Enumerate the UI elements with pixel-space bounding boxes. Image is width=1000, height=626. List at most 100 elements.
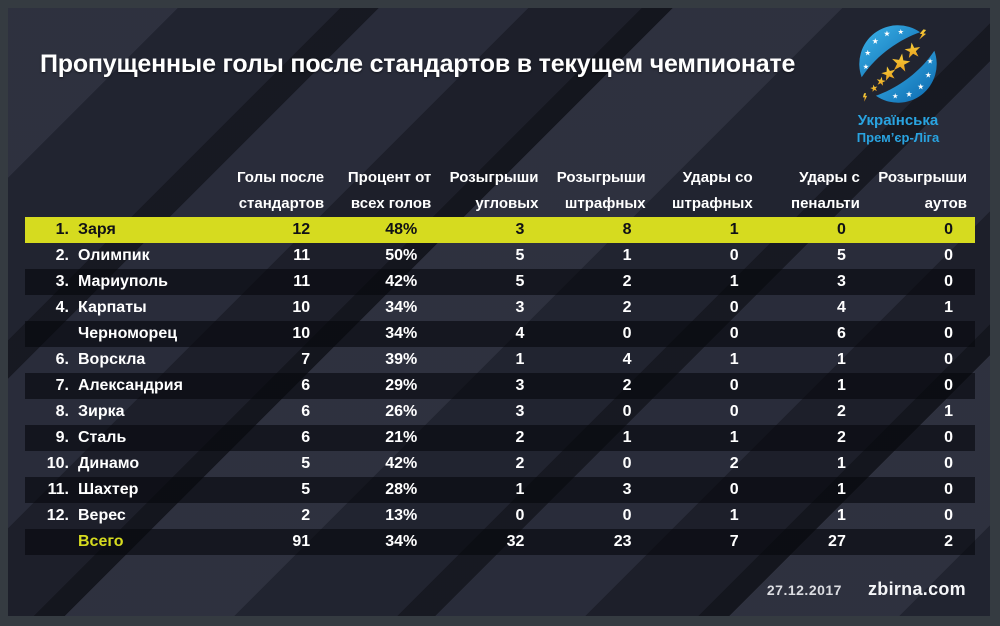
stat-value: 2 [622,273,632,290]
stat-value: 1 [729,429,739,446]
stat-value: 2 [836,429,846,446]
team-rank: 8. [55,403,69,420]
team-name: Ворскла [78,351,146,368]
team-rank: 2. [55,247,69,264]
stat-value: 3 [515,403,525,420]
stat-value: 21% [385,429,418,446]
column-header-line: штрафных [672,195,753,212]
stat-value: 10 [292,299,311,316]
table-row: 1. Заря 12 48% 3 8 1 0 0 [25,217,975,243]
stat-value: 3 [515,299,525,316]
stat-value: 7 [729,533,739,550]
team-cell: 12. Верес [25,503,225,529]
stat-value: 7 [301,351,311,368]
stat-value: 1 [836,377,846,394]
stat-value: 34% [385,533,418,550]
stat-value: 1 [729,351,739,368]
stat-value: 1 [622,247,632,264]
stat-value: 34% [385,325,418,342]
column-header: Розыгрыши аутов [868,165,975,217]
stat-value: 34% [385,299,418,316]
table-body: 1. Заря 12 48% 3 8 1 0 0 2. Олимпик 11 50% 5 1 0 5 0… [25,217,975,555]
stat-value: 39% [385,351,418,368]
column-header: Розыгрыши штрафных [546,165,653,217]
stat-value: 48% [385,221,418,238]
stat-value: 0 [944,325,953,342]
column-header-line: всех голов [350,195,432,212]
stat-value: 50% [385,247,418,264]
stat-value: 0 [944,247,953,264]
stat-value: 5 [515,247,525,264]
table-header: Голы после стандартов Процент от всех го… [25,165,975,217]
team-name: Карпаты [78,299,147,316]
stat-value: 2 [301,507,311,524]
stat-value: 6 [301,403,311,420]
team-name: Динамо [78,455,140,472]
column-header-line: аутов [924,195,967,212]
team-rank: 12. [46,507,69,524]
footer: 27.12.2017 zbirna.com [767,579,966,600]
team-rank: 9. [55,429,69,446]
stat-value: 42% [385,273,418,290]
stat-value: 1 [836,455,846,472]
stat-value: 10 [292,325,311,342]
stat-value: 5 [301,455,311,472]
column-header: Удары со штрафных [654,165,761,217]
table-total-row: Всего 91 34% 32 23 7 27 2 [25,529,975,555]
site-label: zbirna.com [867,579,966,599]
stat-value: 11 [293,247,311,264]
stat-value: 1 [944,299,953,316]
team-cell: Всего [25,529,225,555]
team-rank: 3. [55,273,69,290]
team-cell: 9. Сталь [25,425,225,451]
logo-text-line2: Прем’єр-Ліга [856,130,940,145]
stat-value: 91 [292,533,311,550]
stat-value: 32 [506,533,525,550]
stat-value: 2 [944,533,953,550]
team-rank: 4. [55,299,69,316]
stat-value: 6 [301,429,311,446]
stat-value: 12 [292,221,311,238]
column-header: Розыгрыши угловых [439,165,546,217]
column-header-line: Розыгрыши [556,169,646,186]
stat-value: 3 [515,377,525,394]
team-cell: 6. Ворскла [25,347,225,373]
stat-value: 6 [836,325,846,342]
stat-value: 11 [293,273,311,290]
header-spacer [25,165,225,217]
table-row: 12. Верес 2 13% 0 0 1 1 0 [25,503,975,529]
stat-value: 0 [622,455,632,472]
team-cell: 11. Шахтер [25,477,225,503]
stat-value: 1 [729,221,739,238]
table-row: 8. Зирка 6 26% 3 0 0 2 1 [25,399,975,425]
table-row: 7. Александрия 6 29% 3 2 0 1 0 [25,373,975,399]
stat-value: 6 [301,377,311,394]
stat-value: 0 [622,403,632,420]
column-header-line: Удары с [799,169,860,186]
stat-value: 1 [729,507,739,524]
stat-value: 0 [729,481,739,498]
team-rank [25,529,69,555]
stat-value: 0 [836,221,846,238]
date-label: 27.12.2017 [766,582,842,598]
stat-value: 1 [515,481,525,498]
column-header-line: Розыгрыши [449,169,539,186]
table-row: 6. Ворскла 7 39% 1 4 1 1 0 [25,347,975,373]
stat-value: 3 [622,481,632,498]
column-header-line: Процент от [347,169,432,186]
team-cell: 10. Динамо [25,451,225,477]
stat-value: 1 [836,507,846,524]
stat-value: 28% [385,481,418,498]
column-header: Процент от всех голов [332,165,439,217]
league-logo: Українська Прем’єр-Ліга [828,18,968,146]
stat-value: 2 [729,455,739,472]
team-name: Сталь [78,429,127,446]
stat-value: 0 [729,247,739,264]
stat-value: 0 [944,507,953,524]
stat-value: 26% [385,403,418,420]
team-cell: 7. Александрия [25,373,225,399]
column-header-line: пенальти [791,195,860,212]
column-header-line: штрафных [564,195,646,212]
table-row: 4. Карпаты 10 34% 3 2 0 4 1 [25,295,975,321]
table-row: 2. Олимпик 11 50% 5 1 0 5 0 [25,243,975,269]
